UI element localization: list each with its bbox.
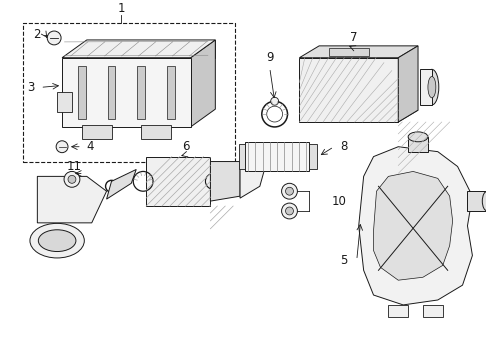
Polygon shape bbox=[81, 125, 111, 139]
Polygon shape bbox=[308, 144, 317, 170]
Ellipse shape bbox=[427, 76, 435, 98]
Ellipse shape bbox=[38, 230, 76, 252]
Polygon shape bbox=[86, 40, 215, 58]
Text: 7: 7 bbox=[349, 31, 357, 44]
Ellipse shape bbox=[424, 69, 438, 105]
Polygon shape bbox=[373, 171, 452, 280]
Bar bbox=[22, 23, 235, 162]
Polygon shape bbox=[166, 66, 174, 119]
Polygon shape bbox=[37, 176, 106, 223]
Polygon shape bbox=[407, 137, 427, 152]
Text: 8: 8 bbox=[340, 140, 347, 153]
Polygon shape bbox=[244, 142, 308, 171]
Polygon shape bbox=[397, 46, 417, 122]
Text: 2: 2 bbox=[34, 28, 41, 41]
Polygon shape bbox=[358, 147, 471, 305]
Text: 10: 10 bbox=[331, 195, 346, 208]
Ellipse shape bbox=[481, 191, 488, 211]
Polygon shape bbox=[62, 58, 190, 127]
Polygon shape bbox=[137, 66, 145, 119]
Circle shape bbox=[281, 203, 297, 219]
Text: 9: 9 bbox=[265, 51, 273, 64]
Polygon shape bbox=[146, 157, 210, 206]
Text: 5: 5 bbox=[340, 254, 347, 267]
Polygon shape bbox=[106, 170, 136, 199]
Circle shape bbox=[56, 141, 68, 153]
Circle shape bbox=[64, 171, 80, 187]
Polygon shape bbox=[78, 66, 85, 119]
Text: 3: 3 bbox=[27, 81, 34, 94]
Polygon shape bbox=[299, 58, 397, 122]
Circle shape bbox=[47, 31, 61, 45]
Circle shape bbox=[270, 97, 278, 105]
Polygon shape bbox=[299, 46, 417, 58]
Circle shape bbox=[68, 175, 76, 183]
Polygon shape bbox=[210, 162, 240, 201]
Text: 11: 11 bbox=[66, 160, 81, 173]
Polygon shape bbox=[62, 40, 215, 58]
Polygon shape bbox=[419, 69, 431, 105]
Circle shape bbox=[281, 183, 297, 199]
Polygon shape bbox=[141, 125, 170, 139]
Circle shape bbox=[285, 207, 293, 215]
Ellipse shape bbox=[30, 223, 84, 258]
Circle shape bbox=[285, 187, 293, 195]
Polygon shape bbox=[239, 144, 244, 170]
Polygon shape bbox=[57, 92, 72, 112]
Text: 6: 6 bbox=[182, 140, 189, 153]
Text: 1: 1 bbox=[118, 2, 125, 15]
Polygon shape bbox=[107, 66, 115, 119]
Ellipse shape bbox=[407, 132, 427, 142]
Polygon shape bbox=[387, 305, 407, 317]
Polygon shape bbox=[190, 40, 215, 127]
Polygon shape bbox=[422, 305, 442, 317]
Polygon shape bbox=[328, 48, 368, 56]
Text: 4: 4 bbox=[86, 140, 93, 153]
Polygon shape bbox=[467, 191, 486, 211]
Polygon shape bbox=[299, 110, 417, 122]
Polygon shape bbox=[240, 159, 264, 198]
